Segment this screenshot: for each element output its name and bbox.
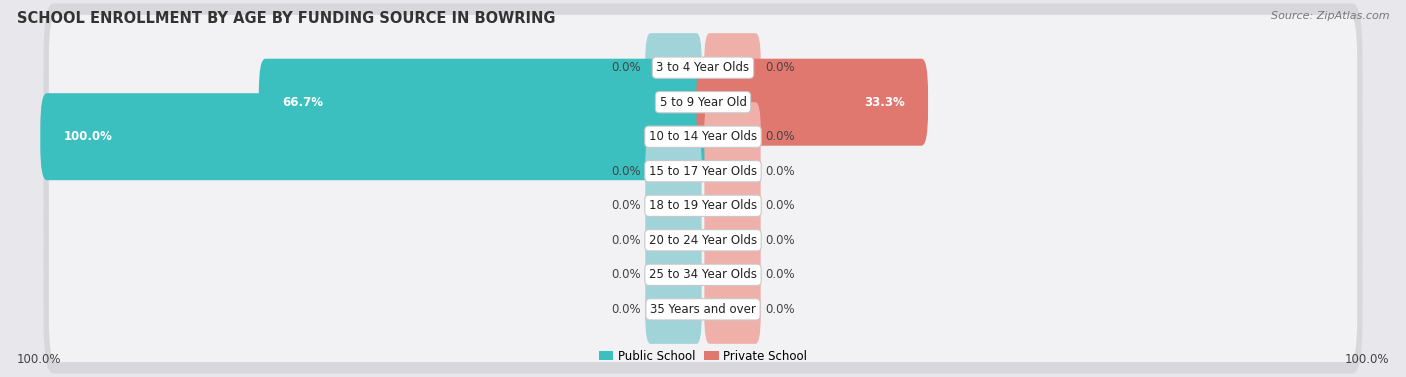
FancyBboxPatch shape bbox=[49, 84, 1357, 190]
Text: 100.0%: 100.0% bbox=[17, 353, 62, 366]
FancyBboxPatch shape bbox=[704, 206, 761, 275]
Text: 0.0%: 0.0% bbox=[765, 303, 794, 316]
FancyBboxPatch shape bbox=[704, 102, 761, 171]
FancyBboxPatch shape bbox=[49, 118, 1357, 224]
Legend: Public School, Private School: Public School, Private School bbox=[593, 345, 813, 367]
Text: 0.0%: 0.0% bbox=[765, 165, 794, 178]
FancyBboxPatch shape bbox=[44, 245, 1362, 374]
Text: 15 to 17 Year Olds: 15 to 17 Year Olds bbox=[650, 165, 756, 178]
Text: 0.0%: 0.0% bbox=[765, 234, 794, 247]
FancyBboxPatch shape bbox=[49, 49, 1357, 155]
FancyBboxPatch shape bbox=[645, 206, 702, 275]
FancyBboxPatch shape bbox=[696, 59, 928, 146]
FancyBboxPatch shape bbox=[645, 137, 702, 206]
Text: 0.0%: 0.0% bbox=[612, 303, 641, 316]
FancyBboxPatch shape bbox=[645, 240, 702, 309]
FancyBboxPatch shape bbox=[645, 33, 702, 102]
Text: 20 to 24 Year Olds: 20 to 24 Year Olds bbox=[650, 234, 756, 247]
FancyBboxPatch shape bbox=[44, 107, 1362, 236]
FancyBboxPatch shape bbox=[44, 38, 1362, 166]
Text: 0.0%: 0.0% bbox=[765, 130, 794, 143]
Text: 66.7%: 66.7% bbox=[281, 96, 323, 109]
Text: 0.0%: 0.0% bbox=[612, 268, 641, 281]
FancyBboxPatch shape bbox=[49, 15, 1357, 121]
Text: 3 to 4 Year Olds: 3 to 4 Year Olds bbox=[657, 61, 749, 74]
Text: 5 to 9 Year Old: 5 to 9 Year Old bbox=[659, 96, 747, 109]
Text: 33.3%: 33.3% bbox=[865, 96, 905, 109]
FancyBboxPatch shape bbox=[44, 72, 1362, 201]
Text: 100.0%: 100.0% bbox=[63, 130, 112, 143]
FancyBboxPatch shape bbox=[704, 240, 761, 309]
FancyBboxPatch shape bbox=[49, 222, 1357, 328]
Text: 100.0%: 100.0% bbox=[1344, 353, 1389, 366]
Text: 0.0%: 0.0% bbox=[612, 234, 641, 247]
Text: Source: ZipAtlas.com: Source: ZipAtlas.com bbox=[1271, 11, 1389, 21]
FancyBboxPatch shape bbox=[704, 275, 761, 344]
FancyBboxPatch shape bbox=[704, 171, 761, 240]
FancyBboxPatch shape bbox=[44, 176, 1362, 305]
Text: 10 to 14 Year Olds: 10 to 14 Year Olds bbox=[650, 130, 756, 143]
FancyBboxPatch shape bbox=[645, 275, 702, 344]
FancyBboxPatch shape bbox=[44, 211, 1362, 339]
FancyBboxPatch shape bbox=[704, 33, 761, 102]
FancyBboxPatch shape bbox=[41, 93, 710, 180]
Text: 0.0%: 0.0% bbox=[612, 61, 641, 74]
Text: 35 Years and over: 35 Years and over bbox=[650, 303, 756, 316]
Text: 18 to 19 Year Olds: 18 to 19 Year Olds bbox=[650, 199, 756, 212]
Text: 0.0%: 0.0% bbox=[765, 199, 794, 212]
FancyBboxPatch shape bbox=[44, 141, 1362, 270]
FancyBboxPatch shape bbox=[49, 187, 1357, 293]
FancyBboxPatch shape bbox=[645, 171, 702, 240]
Text: 0.0%: 0.0% bbox=[765, 268, 794, 281]
FancyBboxPatch shape bbox=[49, 153, 1357, 259]
Text: 25 to 34 Year Olds: 25 to 34 Year Olds bbox=[650, 268, 756, 281]
Text: 0.0%: 0.0% bbox=[612, 199, 641, 212]
Text: 0.0%: 0.0% bbox=[612, 165, 641, 178]
FancyBboxPatch shape bbox=[704, 137, 761, 206]
FancyBboxPatch shape bbox=[49, 256, 1357, 362]
Text: 0.0%: 0.0% bbox=[765, 61, 794, 74]
Text: SCHOOL ENROLLMENT BY AGE BY FUNDING SOURCE IN BOWRING: SCHOOL ENROLLMENT BY AGE BY FUNDING SOUR… bbox=[17, 11, 555, 26]
FancyBboxPatch shape bbox=[259, 59, 710, 146]
FancyBboxPatch shape bbox=[44, 3, 1362, 132]
